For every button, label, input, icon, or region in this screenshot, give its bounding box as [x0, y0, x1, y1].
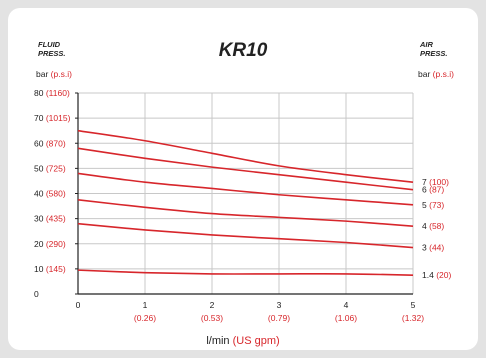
right-header-line1: AIR — [419, 40, 434, 49]
series-label-alt: (73) — [429, 200, 444, 210]
series-label-name: 7 — [422, 177, 427, 187]
series-label: 4 (58) — [422, 221, 444, 231]
y-tick-value: 10 — [34, 264, 44, 274]
right-unit-main: bar — [418, 69, 430, 79]
x-axis-label-alt: (US gpm) — [233, 335, 280, 347]
series-label-alt: (87) — [429, 185, 444, 195]
y-tick-label: 80 (1160) — [34, 88, 70, 98]
left-unit-main: bar — [36, 69, 48, 79]
y-tick-alt: (290) — [46, 239, 66, 249]
y-tick-alt: (580) — [46, 189, 66, 199]
chart-title: KR10 — [219, 40, 268, 61]
y-tick-label: 10 (145) — [34, 264, 66, 274]
y-tick-alt: (1015) — [46, 113, 71, 123]
series-label-name: 5 — [422, 200, 427, 210]
x-tick-value: 5 — [411, 300, 416, 310]
series-line-6 — [77, 147, 414, 191]
x-tick-value: 3 — [277, 300, 282, 310]
series-label: 1.4 (20) — [422, 270, 451, 280]
series-label: 3 (44) — [422, 243, 444, 253]
series-label: 7 (100) — [422, 177, 449, 187]
y-tick-alt: (870) — [46, 138, 66, 148]
y-tick-alt: (145) — [46, 264, 66, 274]
series-line-3 — [77, 222, 414, 249]
x-axis-label-main: l/min — [206, 335, 229, 347]
series-label-alt: (100) — [429, 177, 449, 187]
y-tick-value: 60 — [34, 138, 44, 148]
x-axis-label: l/min (US gpm) — [206, 335, 279, 347]
y-tick-alt: (725) — [46, 163, 66, 173]
right-header-line2: PRESS. — [420, 49, 448, 58]
y-tick-value: 0 — [34, 289, 39, 299]
y-tick-label: 20 (290) — [34, 239, 66, 249]
series-label-alt: (58) — [429, 221, 444, 231]
x-tick-alt: (0.79) — [268, 313, 290, 323]
series-line-5 — [77, 172, 414, 206]
x-tick-value: 0 — [76, 300, 81, 310]
x-tick-value: 4 — [344, 300, 349, 310]
y-tick-label: 60 (870) — [34, 138, 66, 148]
x-tick-value: 2 — [210, 300, 215, 310]
y-tick-value: 40 — [34, 189, 44, 199]
left-header-line2: PRESS. — [38, 49, 66, 58]
right-unit-label: bar (p.s.i) — [418, 69, 454, 79]
chart: 010 (145)20 (290)30 (435)40 (580)50 (725… — [34, 40, 454, 347]
series-label: 6 (87) — [422, 185, 444, 195]
x-tick-alt: (0.26) — [134, 313, 156, 323]
series-label: 5 (73) — [422, 200, 444, 210]
y-tick-alt: (435) — [46, 214, 66, 224]
y-tick-label: 30 (435) — [34, 214, 66, 224]
y-tick-label: 70 (1015) — [34, 113, 71, 123]
left-header-line1: FLUID — [38, 40, 61, 49]
series-label-name: 6 — [422, 185, 427, 195]
left-unit-alt: (p.s.i) — [51, 69, 72, 79]
y-tick-label: 0 — [34, 289, 39, 299]
x-tick-alt: (0.53) — [201, 313, 223, 323]
y-tick-value: 70 — [34, 113, 44, 123]
x-tick-alt: (1.06) — [335, 313, 357, 323]
series-line-4 — [77, 198, 414, 227]
x-tick-alt: (1.32) — [402, 313, 424, 323]
series-label-name: 1.4 — [422, 270, 434, 280]
series-label-name: 3 — [422, 243, 427, 253]
y-tick-value: 20 — [34, 239, 44, 249]
series-label-alt: (20) — [436, 270, 451, 280]
series-line-1-4 — [77, 269, 414, 276]
y-tick-label: 50 (725) — [34, 163, 66, 173]
x-tick-value: 1 — [143, 300, 148, 310]
y-tick-alt: (1160) — [46, 88, 70, 98]
series-line-7 — [77, 129, 414, 183]
right-unit-alt: (p.s.i) — [433, 69, 454, 79]
y-tick-value: 50 — [34, 163, 44, 173]
series-label-name: 4 — [422, 221, 427, 231]
left-unit-label: bar (p.s.i) — [36, 69, 72, 79]
y-tick-label: 40 (580) — [34, 189, 66, 199]
y-tick-value: 30 — [34, 214, 44, 224]
series-label-alt: (44) — [429, 243, 444, 253]
chart-card: 0 10 (145) 20 (290) 30 (435) 40 (580) 50 (725… — [8, 8, 478, 350]
y-tick-value: 80 — [34, 88, 44, 98]
